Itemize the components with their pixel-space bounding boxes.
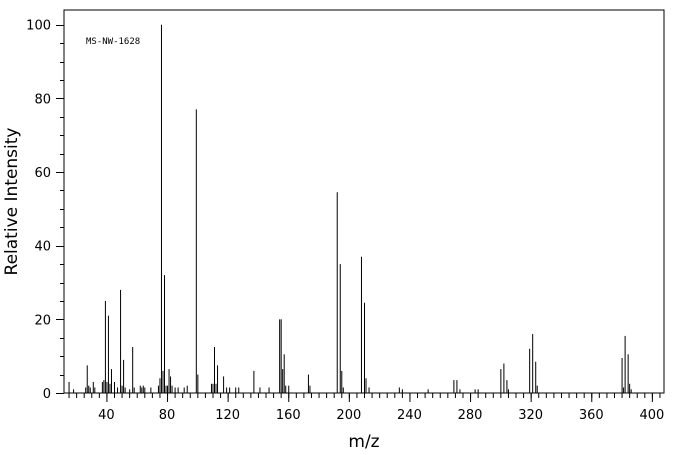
minor-ticks bbox=[60, 25, 661, 398]
x-tick-label: 80 bbox=[159, 408, 176, 423]
y-tick-label: 80 bbox=[34, 92, 51, 107]
y-tick-label: 60 bbox=[34, 166, 51, 181]
x-axis-ticks: 40 80 120 160 200 240 280 320 360 400 bbox=[98, 393, 664, 423]
x-tick-label: 400 bbox=[639, 408, 664, 423]
y-axis-ticks: 0 20 40 60 80 100 bbox=[26, 19, 64, 402]
x-tick-label: 360 bbox=[579, 408, 604, 423]
y-tick-label: 40 bbox=[34, 240, 51, 255]
x-axis-title: m/z bbox=[348, 432, 379, 452]
x-tick-label: 160 bbox=[276, 408, 301, 423]
x-tick-label: 120 bbox=[215, 408, 240, 423]
y-tick-label: 100 bbox=[26, 19, 51, 34]
x-tick-label: 280 bbox=[458, 408, 483, 423]
x-tick-label: 40 bbox=[98, 408, 115, 423]
spectrum-id-annotation: MS-NW-1628 bbox=[86, 37, 140, 47]
x-tick-label: 320 bbox=[518, 408, 543, 423]
y-axis-title: Relative Intensity bbox=[2, 128, 22, 276]
peak-bars bbox=[68, 24, 632, 393]
x-tick-label: 200 bbox=[336, 408, 361, 423]
x-tick-label: 240 bbox=[397, 408, 422, 423]
y-tick-label: 0 bbox=[43, 387, 51, 402]
y-tick-label: 20 bbox=[34, 313, 51, 328]
plot-frame bbox=[63, 9, 665, 394]
